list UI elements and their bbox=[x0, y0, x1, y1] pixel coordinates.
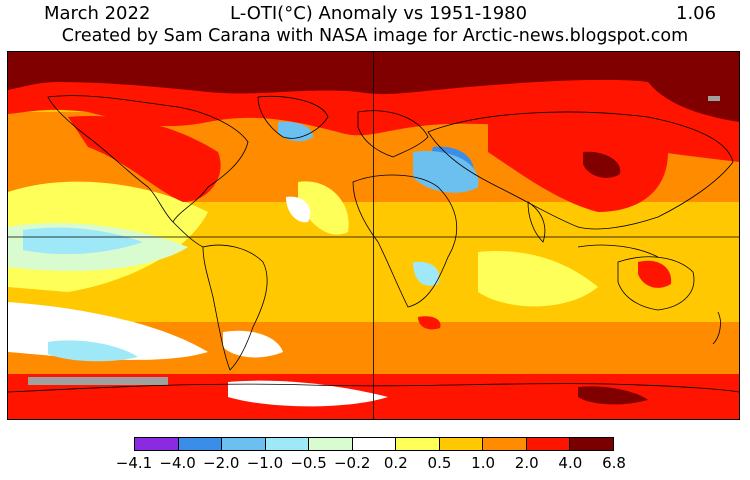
coast-indonesia bbox=[577, 244, 659, 258]
colorbar-swatch bbox=[483, 438, 527, 450]
credit-line: Created by Sam Carana with NASA image fo… bbox=[61, 26, 689, 46]
coast-south-america bbox=[202, 244, 268, 371]
colorbar-tick-label: −0.5 bbox=[290, 454, 327, 472]
colorbar-swatch bbox=[178, 438, 223, 450]
anomaly-indian-yellow bbox=[478, 251, 598, 307]
colorbar-tick-label: −2.0 bbox=[203, 454, 240, 472]
coastlines bbox=[8, 95, 739, 393]
anomaly-atlantic-white bbox=[286, 196, 311, 223]
colorbar-swatch bbox=[222, 438, 266, 450]
anomaly-indian-ocean-red bbox=[418, 316, 441, 330]
coast-greenland bbox=[257, 96, 329, 139]
coast-india bbox=[527, 201, 546, 243]
colorbar-tick-label: −4.1 bbox=[115, 454, 153, 472]
anomaly-missing-data-greenland bbox=[708, 96, 720, 101]
coast-australia bbox=[617, 256, 695, 311]
colorbar-tick-label: 2.0 bbox=[514, 454, 539, 472]
map-date: March 2022 bbox=[44, 3, 151, 24]
colorbar-swatch bbox=[309, 438, 353, 450]
colorbar-tick-label: 6.8 bbox=[602, 454, 626, 472]
anomaly-antarctic-white bbox=[228, 380, 388, 407]
colorbar-tick-label: −4.0 bbox=[159, 454, 196, 472]
coast-antarctica bbox=[8, 383, 739, 393]
colorbar-tick-label: −0.2 bbox=[333, 454, 371, 472]
colorbar bbox=[134, 437, 614, 451]
colorbar-tick-label: 0.5 bbox=[427, 454, 452, 472]
anomaly-siberia-red bbox=[488, 118, 668, 212]
colorbar-swatch bbox=[526, 438, 571, 450]
coast-asia bbox=[427, 111, 734, 230]
colorbar-tick-label: 1.0 bbox=[471, 454, 496, 472]
anomaly-pacific-light-cyan bbox=[23, 227, 143, 255]
anomaly-south-africa-cyan bbox=[413, 261, 440, 286]
anomaly-antarctic-darkred bbox=[578, 386, 648, 405]
coast-north-america bbox=[47, 95, 249, 223]
colorbar-swatch bbox=[396, 438, 440, 450]
anomaly-north-america-red bbox=[68, 116, 221, 202]
coast-europe bbox=[357, 110, 429, 158]
anomaly-australia-red bbox=[638, 260, 672, 288]
anomaly-siberia-darkred bbox=[583, 151, 621, 178]
anomaly-map bbox=[7, 51, 740, 420]
colorbar-swatch bbox=[135, 438, 179, 450]
colorbar-swatch bbox=[439, 438, 484, 450]
colorbar-swatch bbox=[352, 438, 397, 450]
anomaly-south-pacific-cyan bbox=[48, 340, 138, 362]
colorbar-swatch bbox=[570, 438, 614, 450]
anomaly-missing-data bbox=[28, 377, 168, 385]
anomaly-south-atlantic-white bbox=[223, 330, 283, 358]
coast-africa bbox=[352, 174, 458, 308]
colorbar-tick-label: 4.0 bbox=[558, 454, 583, 472]
global-mean-anomaly: 1.06 bbox=[676, 3, 717, 24]
anomaly-greenland-cyan bbox=[278, 121, 313, 142]
coast-central-america bbox=[172, 221, 204, 248]
map-title: L-OTI(°C) Anomaly vs 1951-1980 bbox=[230, 3, 528, 24]
anomaly-atlantic-yellow bbox=[298, 181, 349, 235]
coast-new-zealand bbox=[712, 311, 721, 345]
colorbar-swatch bbox=[265, 438, 310, 450]
colorbar-tick-label: −1.0 bbox=[246, 454, 284, 472]
colorbar-tick-label: 0.2 bbox=[383, 454, 408, 472]
